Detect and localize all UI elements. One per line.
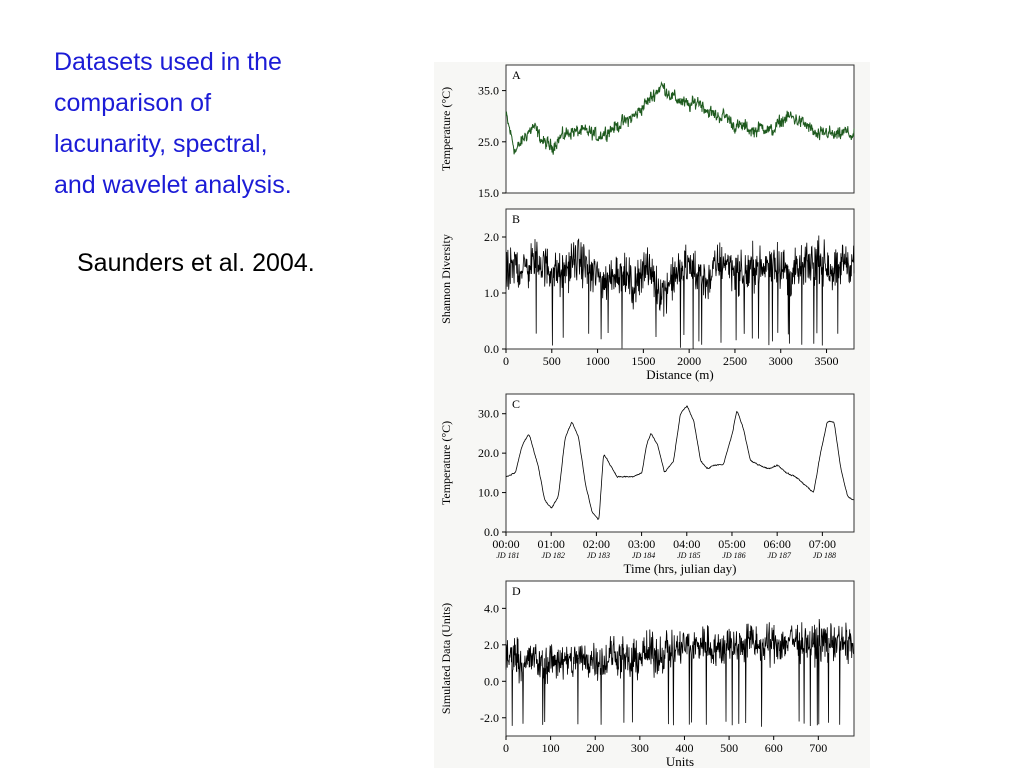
chart-c: 30.0 20.0 10.0 0.000:00 01:00 02:00 03:00 04:00…: [439, 393, 855, 576]
y-tick-label: 2.0: [484, 638, 499, 652]
x-tick-label: 02:00: [583, 537, 610, 551]
y-tick-label: -2.0: [480, 711, 499, 725]
x-tick-label: 200: [586, 741, 604, 755]
y-tick-label: 15.0: [478, 186, 499, 200]
y-axis-label: Temperature (°C): [439, 421, 453, 505]
x-tick-label: 06:00: [763, 537, 790, 551]
x-tick-label: 05:00: [718, 537, 745, 551]
title-line: lacunarity, spectral,: [54, 130, 268, 158]
x-tick-label: 3000: [769, 354, 793, 368]
y-tick-label: 0.0: [484, 342, 499, 356]
x-tick-label: 500: [720, 741, 738, 755]
x-tick-label: 0: [503, 741, 509, 755]
x-tick-label: 01:00: [538, 537, 565, 551]
x-subtick-label: JD 182: [542, 551, 565, 560]
slide-title: Datasets used in the comparison of lacun…: [54, 42, 384, 206]
y-tick-label: 35.0: [478, 84, 499, 98]
series-line: [505, 80, 855, 155]
x-tick-label: 00:00: [492, 537, 519, 551]
x-tick-label: 2000: [677, 354, 701, 368]
chart-b: 2.0 1.0 0.0 0 500 1000 1500 2000 2500 3000 3500 Dis…: [439, 208, 855, 382]
figure-panel: 35.0 25.0 15.0 Temperature (°C) A 2.0 1.0 0.0 0 5…: [434, 62, 870, 768]
y-tick-label: 4.0: [484, 601, 499, 615]
y-axis-label: Shannon Diversity: [439, 234, 453, 324]
panel-label: A: [512, 68, 521, 82]
series-line: [505, 405, 854, 520]
x-tick-label: 600: [765, 741, 783, 755]
y-tick-label: 25.0: [478, 135, 499, 149]
x-tick-label: 03:00: [628, 537, 655, 551]
x-tick-label: 3500: [815, 354, 839, 368]
x-subtick-label: JD 181: [496, 551, 519, 560]
x-tick-label: 0: [503, 354, 509, 368]
x-subtick-label: JD 186: [722, 551, 745, 560]
x-tick-label: 04:00: [673, 537, 700, 551]
y-axis-label: Temperature (°C): [439, 87, 453, 171]
series-line: [505, 235, 855, 349]
x-subtick-label: JD 188: [813, 551, 836, 560]
y-tick-label: 20.0: [478, 446, 499, 460]
title-line: Datasets used in the: [54, 48, 282, 76]
x-tick-label: 07:00: [809, 537, 836, 551]
x-tick-label: 400: [675, 741, 693, 755]
x-tick-label: 500: [543, 354, 561, 368]
plot-frame: [505, 64, 855, 194]
x-axis-label: Units: [666, 754, 694, 768]
x-tick-label: 2500: [723, 354, 747, 368]
panel-label: B: [512, 212, 520, 226]
chart-d: 4.0 2.0 0.0 -2.0 0 100 200 300 400 500 600 700 Units…: [439, 580, 855, 768]
citation: Saunders et al. 2004.: [77, 249, 315, 277]
title-line: comparison of: [54, 89, 212, 117]
y-tick-label: 30.0: [478, 407, 499, 421]
chart-a: 35.0 25.0 15.0 Temperature (°C) A: [439, 64, 855, 200]
x-subtick-label: JD 185: [677, 551, 700, 560]
y-tick-label: 0.0: [484, 525, 499, 539]
y-tick-label: 0.0: [484, 674, 499, 688]
x-tick-label: 300: [631, 741, 649, 755]
y-tick-label: 2.0: [484, 230, 499, 244]
panel-label: C: [512, 397, 520, 411]
x-tick-label: 1000: [586, 354, 610, 368]
title-line: and wavelet analysis.: [54, 171, 292, 199]
x-subtick-label: JD 184: [632, 551, 655, 560]
y-tick-label: 1.0: [484, 286, 499, 300]
series-line: [505, 618, 854, 727]
x-tick-label: 700: [809, 741, 827, 755]
x-tick-label: 100: [542, 741, 560, 755]
y-axis-label: Simulated Data (Units): [439, 603, 453, 714]
x-tick-label: 1500: [631, 354, 655, 368]
y-tick-label: 10.0: [478, 486, 499, 500]
x-axis-label: Time (hrs, julian day): [624, 561, 737, 576]
panel-label: D: [512, 584, 521, 598]
x-subtick-label: JD 183: [587, 551, 610, 560]
x-axis-label: Distance (m): [646, 367, 714, 382]
x-subtick-label: JD 187: [768, 551, 792, 560]
